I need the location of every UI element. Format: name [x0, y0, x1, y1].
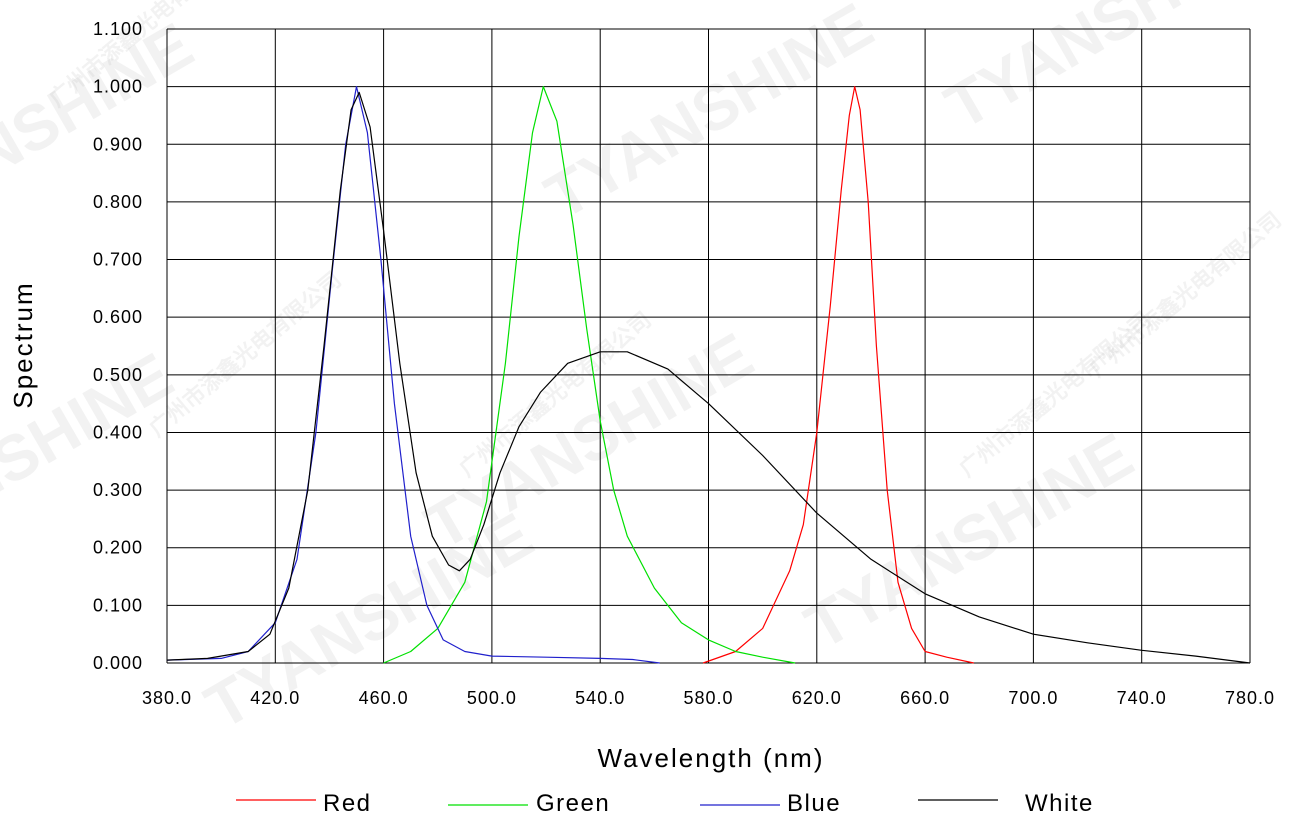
- series-line-white: [166, 91, 1251, 664]
- x-tick-label: 500.0: [467, 688, 517, 708]
- legend-label-green: Green: [536, 790, 610, 817]
- legend-label-white: White: [1025, 790, 1094, 817]
- legend: Red Green Blue White: [236, 790, 1094, 817]
- y-axis-title: Spectrum: [8, 281, 38, 408]
- y-tick-label: 1.000: [93, 77, 143, 97]
- x-tick-labels: 380.0 420.0 460.0 500.0 540.0 580.0 620.0 660.0…: [142, 688, 1275, 708]
- series-lines: [166, 86, 1251, 664]
- y-tick-label: 0.900: [93, 134, 143, 154]
- y-tick-label: 0.600: [93, 307, 143, 327]
- legend-label-blue: Blue: [787, 790, 841, 817]
- y-tick-label: 0.100: [93, 595, 143, 615]
- x-tick-label: 780.0: [1225, 688, 1275, 708]
- series-line-red: [702, 86, 974, 664]
- x-tick-label: 740.0: [1117, 688, 1167, 708]
- y-tick-labels: 0.000 0.100 0.200 0.300 0.400 0.500 0.600 0.700…: [93, 19, 143, 673]
- watermark-brand: TYANSHINE: [933, 0, 1284, 143]
- y-tick-label: 0.400: [93, 422, 143, 442]
- x-tick-label: 380.0: [142, 688, 192, 708]
- y-tick-label: 1.100: [93, 19, 143, 39]
- x-tick-label: 420.0: [250, 688, 300, 708]
- y-tick-label: 0.000: [93, 653, 143, 673]
- x-tick-label: 700.0: [1008, 688, 1058, 708]
- series-line-blue: [166, 86, 660, 664]
- x-tick-label: 660.0: [900, 688, 950, 708]
- y-tick-label: 0.300: [93, 480, 143, 500]
- y-tick-label: 0.800: [93, 192, 143, 212]
- x-axis-title: Wavelength (nm): [598, 743, 825, 773]
- chart-grid: [166, 28, 1251, 664]
- x-tick-label: 540.0: [575, 688, 625, 708]
- x-tick-label: 620.0: [792, 688, 842, 708]
- x-tick-label: 460.0: [359, 688, 409, 708]
- y-tick-label: 0.500: [93, 365, 143, 385]
- legend-label-red: Red: [323, 790, 372, 817]
- x-tick-label: 580.0: [683, 688, 733, 708]
- y-tick-label: 0.700: [93, 250, 143, 270]
- y-tick-label: 0.200: [93, 538, 143, 558]
